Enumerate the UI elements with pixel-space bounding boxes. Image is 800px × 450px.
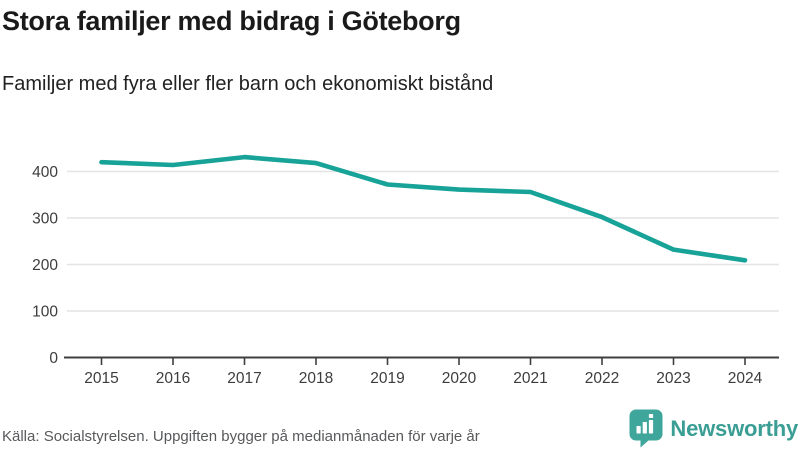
newsworthy-logo-text: Newsworthy [670, 415, 798, 441]
x-tick-label: 2018 [299, 370, 333, 387]
y-tick-label: 0 [49, 350, 58, 367]
newsworthy-logo: Newsworthy [629, 409, 798, 448]
y-tick-label: 100 [32, 304, 58, 321]
x-tick-label: 2019 [370, 370, 404, 387]
x-tick-label: 2015 [84, 370, 118, 387]
data-line [99, 154, 748, 263]
source-note: Källa: Socialstyrelsen. Uppgiften bygger… [2, 428, 480, 445]
chart-title: Stora familjer med bidrag i Göteborg [2, 6, 461, 36]
x-tick-label: 2021 [513, 370, 547, 387]
y-tick-label: 400 [32, 164, 58, 181]
x-tick-label: 2020 [442, 370, 477, 387]
chart-subtitle: Familjer med fyra eller fler barn och ek… [2, 73, 494, 95]
x-tick-label: 2022 [585, 370, 619, 387]
y-tick-label: 300 [32, 211, 58, 228]
x-tick-label: 2024 [728, 370, 763, 387]
y-tick-label: 200 [32, 257, 58, 274]
x-tick-label: 2016 [156, 370, 190, 387]
x-tick-label: 2017 [227, 370, 261, 387]
newsworthy-bar-chart-bubble-icon [629, 409, 663, 448]
x-tick-label: 2023 [656, 370, 690, 387]
